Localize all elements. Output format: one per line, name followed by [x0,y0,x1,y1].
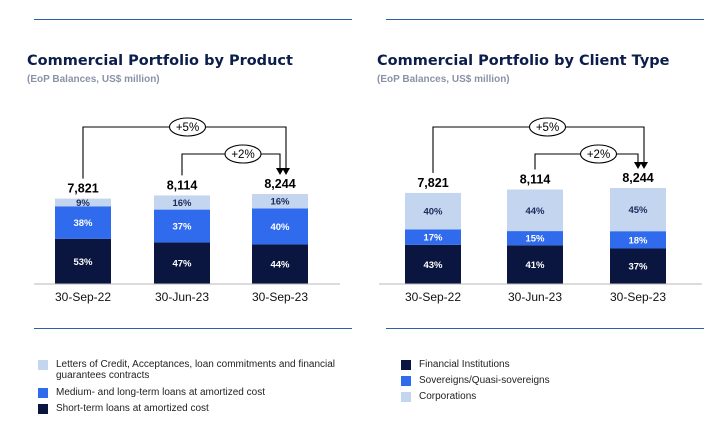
total-label: 7,821 [67,182,98,196]
bottom-rule-left [34,328,352,329]
legend-item-letters: Letters of Credit, Acceptances, loan com… [38,359,358,384]
bar-segment-0 [507,245,563,284]
total-label: 8,244 [622,171,653,185]
bottom-rule-right [386,328,704,329]
data-label: 43% [423,260,443,271]
left-chart-subtitle: (EoP Balances, US$ million) [27,74,160,85]
bar-segment-2 [252,194,308,209]
data-label: 37% [628,262,648,273]
legend-label: Corporations [419,391,477,402]
growth-label-yoy: +5% [176,122,199,134]
bar-segment-1 [507,231,563,246]
data-label: 16% [270,197,290,208]
left-legend: Letters of Credit, Acceptances, loan com… [38,359,358,420]
top-rule-left [34,19,352,20]
bar-segment-2 [55,198,111,207]
bar-segment-2 [154,195,210,210]
total-label: 8,244 [264,177,295,191]
legend-label: Short-term loans at amortized cost [56,403,209,414]
legend-item-corporations: Corporations [401,391,701,404]
data-label: 16% [172,198,192,209]
data-label: 45% [628,205,648,216]
top-rule-right [386,19,704,20]
data-label: 44% [525,206,545,217]
arrowhead-qoq [634,162,642,169]
x-tick-label: 30-Jun-23 [155,290,209,304]
total-label: 7,821 [417,176,448,190]
x-tick-label: 30-Jun-23 [508,290,562,304]
arrowhead-yoy [640,162,648,169]
growth-badge-qoq [224,144,262,164]
bar-segment-0 [610,248,666,284]
data-label: 17% [423,233,443,244]
x-tick-label: 30-Sep-22 [55,290,111,304]
bar-segment-0 [154,242,210,284]
x-tick-label: 30-Sep-23 [610,290,666,304]
total-label: 8,114 [167,178,198,192]
data-label: 40% [270,222,290,233]
growth-label-qoq: +2% [231,149,254,161]
bar-segment-2 [507,189,563,232]
growth-label-yoy: +5% [536,122,559,134]
x-tick-label: 30-Sep-22 [405,290,461,304]
legend-label: Financial Institutions [419,359,510,370]
bar-segment-1 [154,209,210,243]
data-label: 9% [76,198,90,209]
legend-label: Medium- and long-term loans at amortized… [56,387,265,398]
growth-badge-qoq [579,144,618,164]
legend-item-short-term: Short-term loans at amortized cost [38,403,358,416]
arrowhead-yoy [282,168,290,175]
legend-swatch [38,404,48,414]
total-label: 8,114 [520,173,551,187]
legend-swatch [401,392,411,402]
legend-label: Sovereigns/Quasi-sovereigns [419,375,550,386]
growth-badge-yoy [528,117,567,137]
x-tick-label: 30-Sep-23 [252,290,308,304]
legend-swatch [401,360,411,370]
bar-segment-0 [252,244,308,284]
legend-label: Letters of Credit, Acceptances, loan com… [56,359,336,381]
bar-segment-0 [55,238,111,284]
bar-segment-0 [405,244,461,284]
right-chart-subtitle: (EoP Balances, US$ million) [377,74,510,85]
legend-item-sovereigns: Sovereigns/Quasi-sovereigns [401,375,701,388]
legend-swatch [38,360,48,370]
right-chart-title: Commercial Portfolio by Client Type [377,53,670,69]
data-label: 40% [423,207,443,218]
legend-item-medium-long: Medium- and long-term loans at amortized… [38,387,358,400]
bar-segment-1 [610,231,666,249]
data-label: 47% [172,259,192,270]
left-chart-title: Commercial Portfolio by Product [27,53,293,69]
data-label: 15% [525,234,545,245]
data-label: 53% [73,257,93,268]
legend-item-financial-institutions: Financial Institutions [401,359,701,372]
left-chart: 53% 38% 9% 7,821 30-Sep-22 47% 37% 16% 8,114 30-J… [34,117,340,304]
bar-segment-1 [405,229,461,245]
bar-segment-2 [405,192,461,230]
data-label: 18% [628,235,648,246]
data-label: 44% [270,260,290,271]
bar-segment-2 [610,188,666,232]
data-label: 41% [525,260,545,271]
data-label: 37% [172,221,192,232]
legend-swatch [38,388,48,398]
right-chart: 43% 17% 40% 7,821 30-Sep-22 41% 15% 44% 8,114 30-… [379,117,702,304]
legend-swatch [401,376,411,386]
bar-segment-1 [252,208,308,245]
growth-badge-yoy [168,117,207,137]
arrowhead-qoq [276,168,284,175]
right-legend: Financial Institutions Sovereigns/Quasi-… [401,359,701,410]
growth-label-qoq: +2% [587,149,610,161]
data-label: 38% [73,218,93,229]
bar-segment-1 [55,206,111,239]
